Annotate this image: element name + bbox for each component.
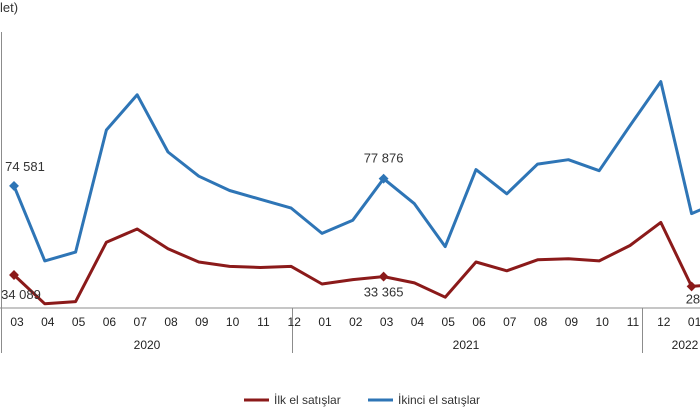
series-layer [9, 80, 700, 306]
series-line-ilk-el [12, 220, 700, 306]
data-marker [378, 173, 389, 184]
x-tick-label: 05 [442, 315, 456, 329]
x-year-label: 2022 [672, 338, 699, 352]
x-tick-label: 06 [103, 315, 117, 329]
unit-label: let) [0, 0, 18, 15]
x-tick-label: 12 [657, 315, 671, 329]
data-label: 77 876 [364, 151, 404, 166]
x-tick-label: 01 [318, 315, 332, 329]
x-tick-label: 04 [41, 315, 55, 329]
x-axis: 03 04 05 06 07 08 09 10 11 12 01 02 03 04 05 06 07 08 09 10… [0, 307, 700, 353]
x-tick-label: 10 [226, 315, 240, 329]
data-label: 33 365 [364, 285, 404, 300]
x-tick-label: 10 [596, 315, 610, 329]
x-tick-label: 02 [349, 315, 363, 329]
data-label: 28 897 [686, 291, 700, 306]
x-tick-label: 09 [565, 315, 579, 329]
data-marker [9, 180, 19, 191]
x-tick-label: 11 [257, 315, 270, 329]
x-tick-label: 04 [411, 315, 425, 329]
legend-label: İkinci el satışlar [398, 393, 480, 407]
series-line-ikinci-el [12, 80, 700, 263]
legend-label: İlk el satışlar [274, 393, 341, 407]
x-tick-label: 07 [503, 315, 517, 329]
x-tick-label: 09 [195, 315, 209, 329]
x-tick-label: 01 [688, 315, 700, 329]
x-tick-label: 03 [10, 315, 24, 329]
x-tick-label: 12 [288, 315, 302, 329]
x-tick-label: 06 [472, 315, 486, 329]
x-tick-label: 11 [627, 315, 640, 329]
legend: İlk el satışlar İkinci el satışlar [244, 393, 480, 407]
x-tick-label: 03 [380, 315, 394, 329]
x-tick-label: 08 [534, 315, 548, 329]
x-tick-label: 07 [134, 315, 148, 329]
data-label: 34 089 [1, 287, 41, 302]
x-tick-label: 05 [72, 315, 86, 329]
x-year-label: 2020 [134, 338, 161, 352]
x-tick-label: 08 [164, 315, 178, 329]
data-marker [378, 271, 389, 282]
x-year-label: 2021 [453, 338, 480, 352]
data-marker [686, 281, 697, 292]
data-label: 74 581 [5, 159, 45, 174]
